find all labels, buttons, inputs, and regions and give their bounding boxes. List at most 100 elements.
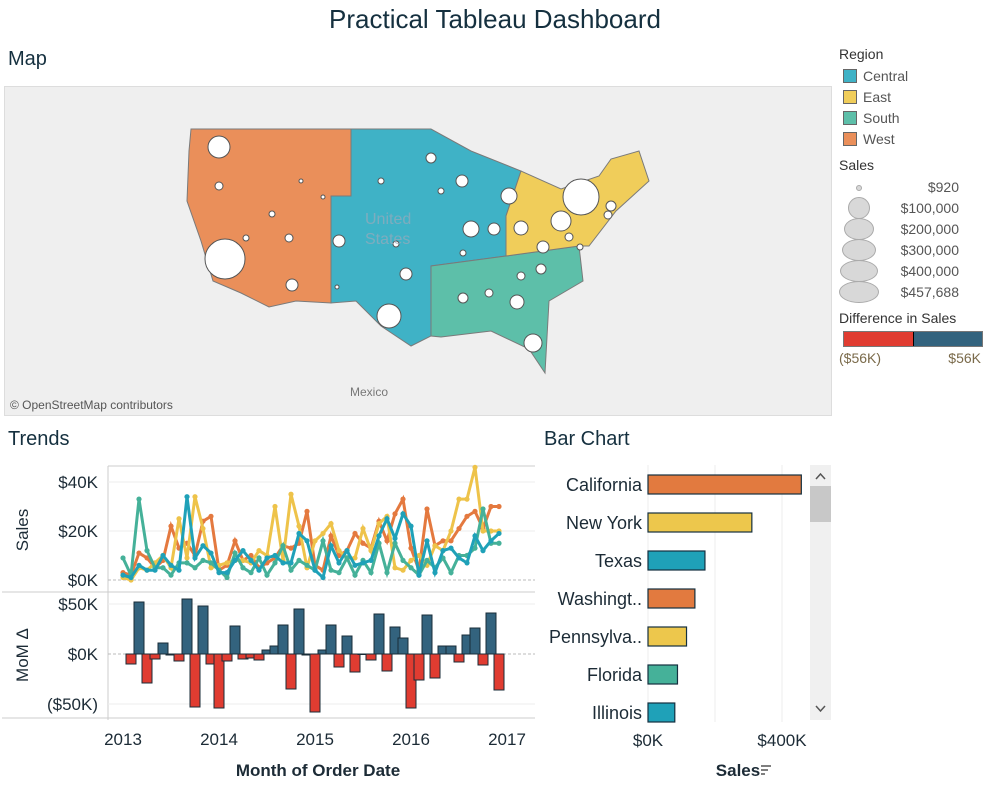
- mom-bar[interactable]: [493, 653, 505, 691]
- sales-point[interactable]: [224, 570, 230, 576]
- sales-point[interactable]: [288, 491, 294, 497]
- sales-point[interactable]: [472, 508, 478, 514]
- sales-point[interactable]: [384, 538, 390, 544]
- mom-bar[interactable]: [213, 653, 225, 709]
- sales-point[interactable]: [360, 525, 366, 532]
- mom-bar[interactable]: [445, 645, 457, 655]
- mom-bar[interactable]: [341, 635, 353, 655]
- sales-point[interactable]: [480, 506, 486, 512]
- scrollbar-thumb[interactable]: [810, 486, 831, 522]
- sales-point[interactable]: [296, 523, 302, 529]
- mom-bar[interactable]: [309, 653, 321, 713]
- state-sales-circle[interactable]: [214, 181, 224, 191]
- mom-bar[interactable]: [477, 653, 489, 666]
- mom-bar[interactable]: [349, 653, 361, 673]
- state-sales-circle[interactable]: [603, 210, 613, 220]
- sales-point[interactable]: [304, 562, 310, 568]
- sales-point[interactable]: [256, 548, 262, 554]
- sales-point[interactable]: [216, 570, 222, 576]
- region-legend-item[interactable]: East: [839, 86, 983, 107]
- sales-point[interactable]: [208, 513, 214, 519]
- mom-bar[interactable]: [253, 653, 265, 661]
- sales-point[interactable]: [320, 538, 326, 544]
- sales-point[interactable]: [432, 543, 438, 549]
- sales-bar[interactable]: [647, 702, 676, 723]
- mom-bar[interactable]: [421, 614, 433, 655]
- sales-point[interactable]: [472, 464, 478, 470]
- sales-point[interactable]: [232, 538, 238, 544]
- sales-point[interactable]: [264, 572, 270, 578]
- mom-bar[interactable]: [149, 653, 161, 660]
- sales-point[interactable]: [408, 565, 414, 571]
- bar-category-label[interactable]: Washingt..: [558, 589, 642, 609]
- mom-bar[interactable]: [189, 653, 201, 708]
- sales-point[interactable]: [344, 555, 350, 561]
- sales-point[interactable]: [296, 557, 302, 563]
- state-sales-circle[interactable]: [298, 178, 304, 184]
- sales-bar[interactable]: [647, 626, 688, 647]
- sales-point[interactable]: [448, 545, 454, 551]
- state-sales-circle[interactable]: [284, 233, 294, 243]
- state-sales-circle[interactable]: [437, 187, 445, 195]
- sales-point[interactable]: [360, 540, 366, 546]
- sales-point[interactable]: [224, 560, 230, 566]
- sales-point[interactable]: [176, 516, 182, 522]
- state-sales-circle[interactable]: [516, 271, 526, 281]
- mom-bar[interactable]: [413, 653, 425, 681]
- sales-point[interactable]: [328, 521, 334, 527]
- sales-point[interactable]: [448, 538, 454, 544]
- sales-point[interactable]: [352, 530, 358, 537]
- trends-chart[interactable]: $0K $20K $40K Sales $50K $0K ($50K) MoM Δ 2013 20…: [0, 460, 535, 786]
- sales-point[interactable]: [280, 543, 286, 549]
- mom-bar[interactable]: [173, 653, 185, 662]
- sales-point[interactable]: [288, 560, 294, 566]
- state-sales-circle[interactable]: [334, 284, 340, 290]
- sales-point[interactable]: [248, 570, 254, 576]
- sales-point[interactable]: [400, 511, 406, 517]
- sales-point[interactable]: [400, 496, 406, 502]
- state-sales-circle[interactable]: [500, 187, 518, 205]
- sales-point[interactable]: [384, 570, 390, 576]
- sales-point[interactable]: [160, 565, 166, 571]
- mom-bar[interactable]: [453, 653, 465, 663]
- sales-point[interactable]: [200, 525, 206, 532]
- sort-icon[interactable]: [761, 765, 771, 775]
- sales-point[interactable]: [144, 548, 150, 554]
- state-sales-circle[interactable]: [462, 220, 480, 238]
- sales-point[interactable]: [232, 557, 238, 563]
- sales-point[interactable]: [488, 538, 494, 544]
- state-sales-circle[interactable]: [399, 267, 413, 281]
- sales-point[interactable]: [376, 521, 382, 527]
- mom-bar[interactable]: [141, 653, 153, 684]
- sales-point[interactable]: [400, 557, 406, 563]
- sales-point[interactable]: [232, 550, 238, 556]
- sales-point[interactable]: [192, 494, 198, 500]
- sales-point[interactable]: [328, 543, 334, 549]
- state-sales-circle[interactable]: [459, 249, 467, 257]
- scroll-down-icon[interactable]: [815, 705, 826, 713]
- sales-point[interactable]: [464, 560, 470, 566]
- mom-bar[interactable]: [293, 608, 305, 655]
- state-sales-circle[interactable]: [550, 210, 572, 232]
- sales-point[interactable]: [256, 567, 262, 573]
- mom-bar[interactable]: [429, 653, 441, 679]
- mom-bar[interactable]: [197, 605, 209, 655]
- sales-point[interactable]: [496, 503, 502, 510]
- mom-bar[interactable]: [221, 653, 233, 662]
- sales-point[interactable]: [344, 548, 350, 554]
- sales-point[interactable]: [424, 557, 430, 563]
- sales-point[interactable]: [408, 557, 414, 563]
- bar-category-label[interactable]: Pennsylva..: [549, 627, 642, 647]
- sales-point[interactable]: [424, 538, 430, 544]
- state-sales-circle[interactable]: [285, 278, 299, 292]
- sales-point[interactable]: [200, 557, 206, 563]
- state-sales-circle[interactable]: [392, 240, 400, 248]
- sales-point[interactable]: [184, 555, 190, 561]
- sales-point[interactable]: [480, 548, 486, 554]
- region-legend-item[interactable]: Central: [839, 65, 983, 86]
- mom-bar[interactable]: [469, 627, 481, 655]
- sales-point[interactable]: [448, 528, 454, 534]
- state-sales-circle[interactable]: [332, 234, 346, 248]
- mom-bar[interactable]: [157, 642, 169, 655]
- sales-point[interactable]: [160, 552, 166, 559]
